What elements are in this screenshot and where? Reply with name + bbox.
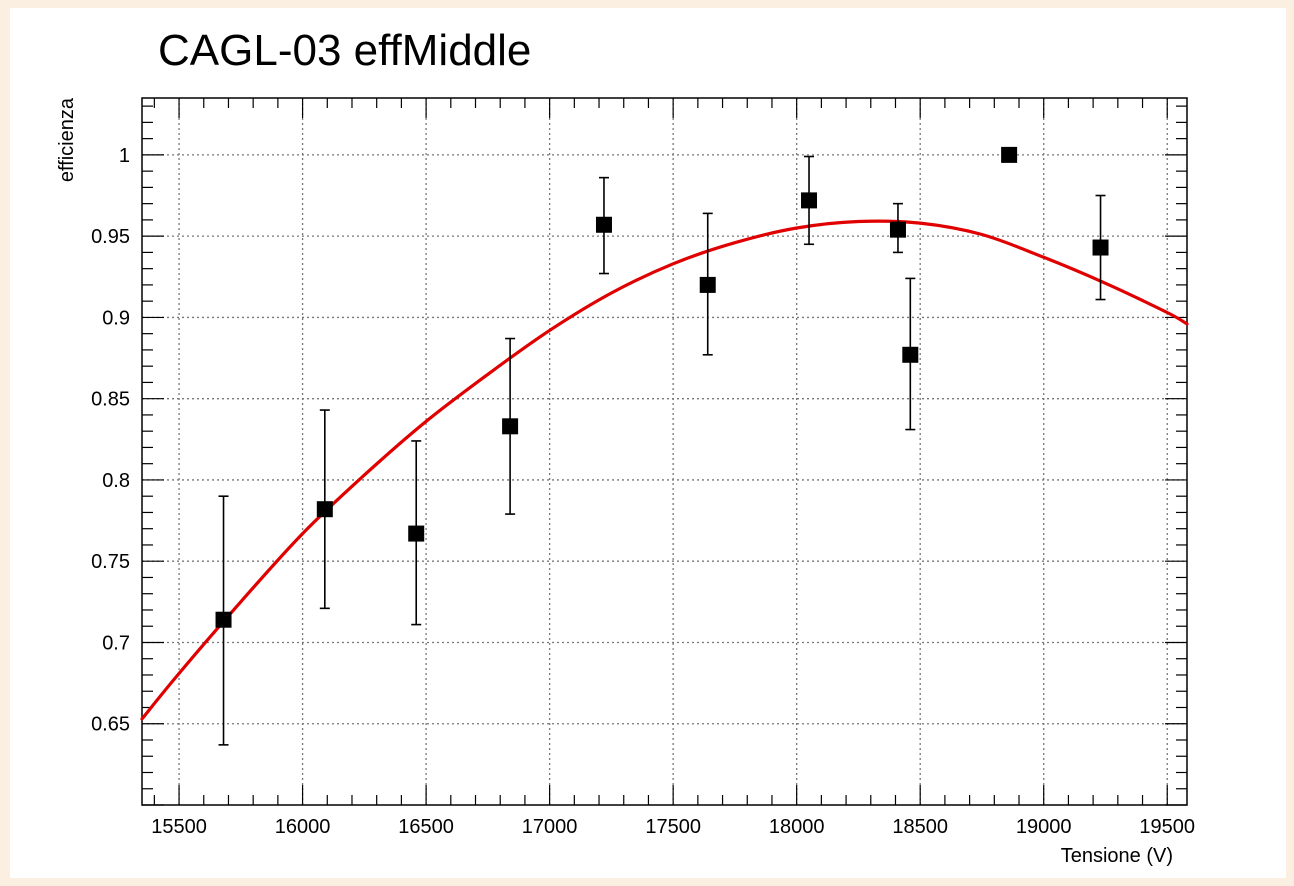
y-axis-title: efficienza [56, 97, 78, 182]
x-tick-label: 16500 [398, 816, 454, 838]
data-point [1001, 146, 1018, 163]
data-point [889, 221, 906, 238]
data-point [215, 611, 232, 628]
x-axis-title: Tensione (V) [1061, 845, 1173, 867]
y-tick-label: 0.85 [91, 389, 130, 411]
data-point [699, 276, 716, 293]
y-tick-label: 0.7 [102, 632, 130, 654]
fit-curve [140, 219, 1189, 721]
grid-layer [142, 98, 1187, 805]
x-tick-label: 19500 [1139, 816, 1195, 838]
y-tick-label: 0.9 [102, 307, 130, 329]
data-point [408, 525, 425, 542]
data-point [595, 216, 612, 233]
x-tick-label: 19000 [1016, 816, 1072, 838]
y-tick-label: 0.75 [91, 551, 130, 573]
x-tick-label: 15500 [151, 816, 207, 838]
plot-canvas: CAGL-03 effMiddle 15500 16000 16500 17000 17… [10, 8, 1286, 878]
x-tick-label: 16000 [275, 816, 331, 838]
data-point [801, 192, 818, 209]
data-point [1092, 239, 1109, 256]
x-tick-label: 17000 [522, 816, 578, 838]
y-tick-label: 1 [119, 145, 130, 167]
points-layer [215, 146, 1109, 746]
y-tick-label: 0.95 [91, 226, 130, 248]
axes-layer: 15500 16000 16500 17000 17500 18000 18500 19000… [91, 97, 1195, 838]
data-point [902, 346, 919, 363]
data-point [502, 418, 519, 435]
x-tick-label: 18500 [892, 816, 948, 838]
data-point [316, 501, 333, 518]
plot-frame [141, 97, 1188, 806]
fit-layer [140, 219, 1189, 721]
x-tick-label: 18000 [769, 816, 825, 838]
chart-svg: 15500 16000 16500 17000 17500 18000 18500 19000… [56, 97, 1195, 867]
x-tick-label: 17500 [645, 816, 701, 838]
chart-title: CAGL-03 effMiddle [158, 26, 532, 75]
y-tick-label: 0.8 [102, 470, 130, 492]
y-tick-label: 0.65 [91, 714, 130, 736]
